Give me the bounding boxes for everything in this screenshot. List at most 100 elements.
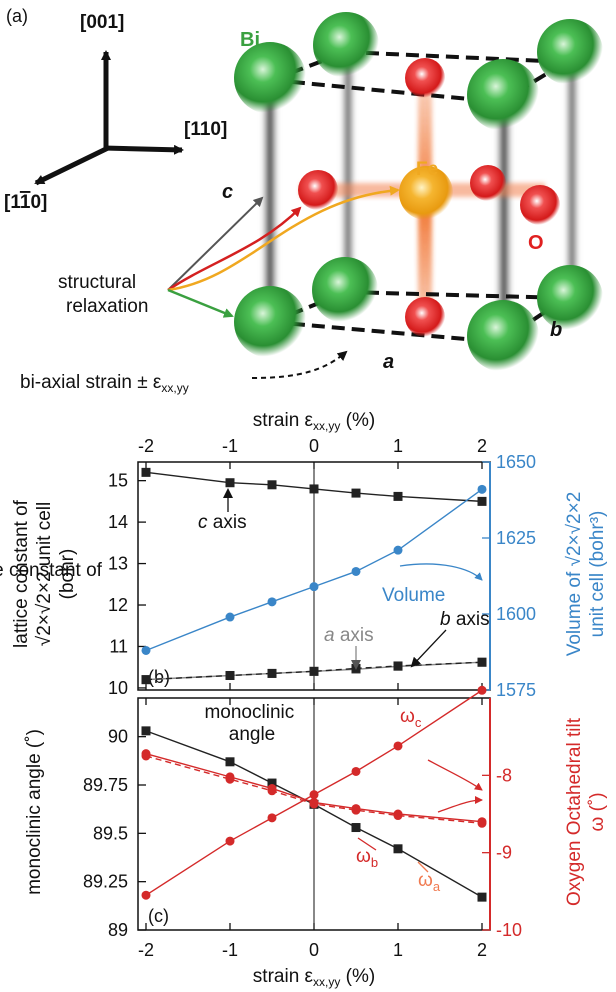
axis-1-10-arrow bbox=[34, 145, 110, 186]
omega-b-sub: b bbox=[371, 855, 378, 870]
b-vector-label: b bbox=[550, 319, 562, 341]
omega-c-symbol: ω bbox=[400, 706, 415, 727]
bond-bi-right bbox=[496, 95, 512, 330]
panel-c-label: (c) bbox=[148, 906, 169, 926]
data-point--c bbox=[351, 766, 361, 776]
data-point--a bbox=[393, 811, 403, 821]
data-point-monoclinic-angle bbox=[267, 778, 277, 788]
atom-o bbox=[470, 165, 506, 201]
relaxation-line1: structural bbox=[58, 272, 136, 293]
omega-b-leader bbox=[357, 837, 377, 851]
data-point--a bbox=[141, 751, 151, 761]
y-tick-label-right: 1575 bbox=[496, 680, 536, 700]
y-tick-label-right: -8 bbox=[496, 765, 512, 785]
axis-1-10-part2: 0] bbox=[30, 192, 47, 213]
relaxation-label: structural relaxation bbox=[58, 272, 148, 317]
b-axis-label-italic: b bbox=[440, 609, 451, 630]
panel-b-ylabel-right-2: unit cell (bohr³) bbox=[587, 511, 608, 638]
omega-b-symbol: ω bbox=[356, 846, 371, 867]
data-point--c bbox=[225, 836, 235, 846]
data-point-c-axis bbox=[225, 478, 235, 488]
top-x-tick: -2 bbox=[138, 436, 154, 456]
y-tick-label-right: 1625 bbox=[496, 528, 536, 548]
data-point-c-axis bbox=[309, 484, 319, 494]
direction-axes: [001] [110] [110] bbox=[4, 12, 227, 213]
omega-b-pointer bbox=[437, 796, 483, 813]
c-axis-label: c axis bbox=[198, 512, 247, 533]
panel-b-ylabel-left-group: lattice constant of √2×√2×2 unit cell (b… bbox=[11, 499, 78, 648]
atom-o bbox=[405, 58, 445, 98]
c-axis-label-italic: c bbox=[198, 512, 208, 533]
top-x-tick: 0 bbox=[309, 436, 319, 456]
y-tick-label-left: 89.25 bbox=[83, 872, 128, 892]
y-tick-label-left: 90 bbox=[108, 727, 128, 747]
panel-b-label: (b) bbox=[148, 667, 170, 687]
monoclinic-label: monoclinic angle bbox=[204, 702, 299, 745]
bottom-axis-title-text: strain ε bbox=[253, 966, 314, 987]
c-axis-label-rest: axis bbox=[208, 512, 247, 533]
data-point--c bbox=[393, 741, 403, 751]
data-point-volume bbox=[225, 612, 235, 622]
bottom-axis-title-unit: (%) bbox=[340, 966, 375, 987]
b-axis-pointer bbox=[410, 629, 447, 668]
panel-b-ylabel-line: lattice constant of bbox=[0, 560, 103, 581]
y-tick-label-left: 12 bbox=[108, 595, 128, 615]
a-axis-label-rest: axis bbox=[335, 625, 374, 646]
data-point--a bbox=[477, 818, 487, 828]
omega-c-label: ωc bbox=[400, 706, 422, 730]
monoclinic-label-1: monoclinic bbox=[204, 702, 294, 723]
data-point-volume bbox=[141, 645, 151, 655]
data-point-c-axis bbox=[477, 496, 487, 506]
panel-b-ylabel-left-3: (bohr) bbox=[57, 549, 78, 600]
data-point-monoclinic-angle bbox=[393, 844, 403, 854]
strain-arrow bbox=[251, 350, 348, 379]
omega-a-sub: a bbox=[433, 879, 441, 894]
axis-1-10-label: [110] bbox=[4, 192, 47, 213]
panel-c-ylabel-left-group: monoclinic angle (˚) bbox=[24, 729, 45, 895]
relax-arrow-green bbox=[167, 288, 234, 318]
data-point-volume bbox=[351, 566, 361, 576]
atom-o bbox=[520, 185, 560, 225]
y-tick-label-left: 11 bbox=[109, 636, 128, 656]
bond-bi-left bbox=[262, 80, 278, 325]
y-tick-label-right: -9 bbox=[496, 843, 512, 863]
y-tick-label-right: -10 bbox=[496, 920, 522, 940]
c-vector-label: c bbox=[222, 181, 233, 203]
data-point--a bbox=[351, 805, 361, 815]
data-point--c bbox=[267, 813, 277, 823]
data-point-monoclinic-angle bbox=[477, 892, 487, 902]
panel-c-ylabel-right-1: Oxygen Octahedral tilt bbox=[564, 717, 585, 906]
omega-a-label: ωa bbox=[418, 870, 441, 894]
panel-a-label: (a) bbox=[6, 6, 28, 26]
y-tick-label-left: 10 bbox=[108, 678, 128, 698]
strain-label-sub: xx,yy bbox=[161, 381, 188, 395]
volume-label: Volume bbox=[382, 585, 445, 606]
top-axis-title: strain εxx,yy (%) bbox=[253, 410, 375, 433]
panel-b-ylabel-left: lattice constant of bbox=[0, 560, 103, 581]
data-point-b-axis bbox=[477, 657, 487, 667]
data-point-b-axis bbox=[393, 661, 403, 671]
relax-arrow-orange bbox=[167, 185, 400, 292]
omega-c-pointer bbox=[427, 759, 483, 791]
data-point-volume bbox=[309, 582, 319, 592]
top-axis-title-text: strain ε bbox=[253, 410, 314, 431]
omega-a-leader bbox=[417, 861, 429, 873]
c-vector-arrow bbox=[167, 196, 264, 291]
data-point-c-axis bbox=[351, 488, 361, 498]
data-point-c-axis bbox=[393, 491, 403, 501]
bottom-x-tick: 0 bbox=[309, 940, 319, 960]
y-tick-label-left: 15 bbox=[108, 471, 128, 491]
tick-layer: 10 11 12 13 14 15 1575 1600 1625 1650 89 89.25 89.5 8… bbox=[83, 452, 536, 940]
panel-a: (a) [001] [110] [110] bbox=[4, 6, 603, 395]
atom-bi bbox=[312, 257, 378, 323]
panel-c-ylabel-left-1: monoclinic angle (˚) bbox=[24, 729, 45, 895]
atom-bi bbox=[467, 300, 539, 372]
data-point-monoclinic-angle bbox=[141, 726, 151, 736]
bottom-x-ticks: -2 -1 0 1 2 bbox=[138, 940, 487, 960]
volume-pointer bbox=[399, 563, 483, 581]
data-point-volume bbox=[477, 484, 487, 494]
atom-o-label: O bbox=[528, 232, 544, 254]
y-tick-label-right: 1600 bbox=[496, 604, 536, 624]
axis-001-label: [001] bbox=[80, 12, 124, 33]
b-axis-label: b axis bbox=[440, 609, 490, 630]
